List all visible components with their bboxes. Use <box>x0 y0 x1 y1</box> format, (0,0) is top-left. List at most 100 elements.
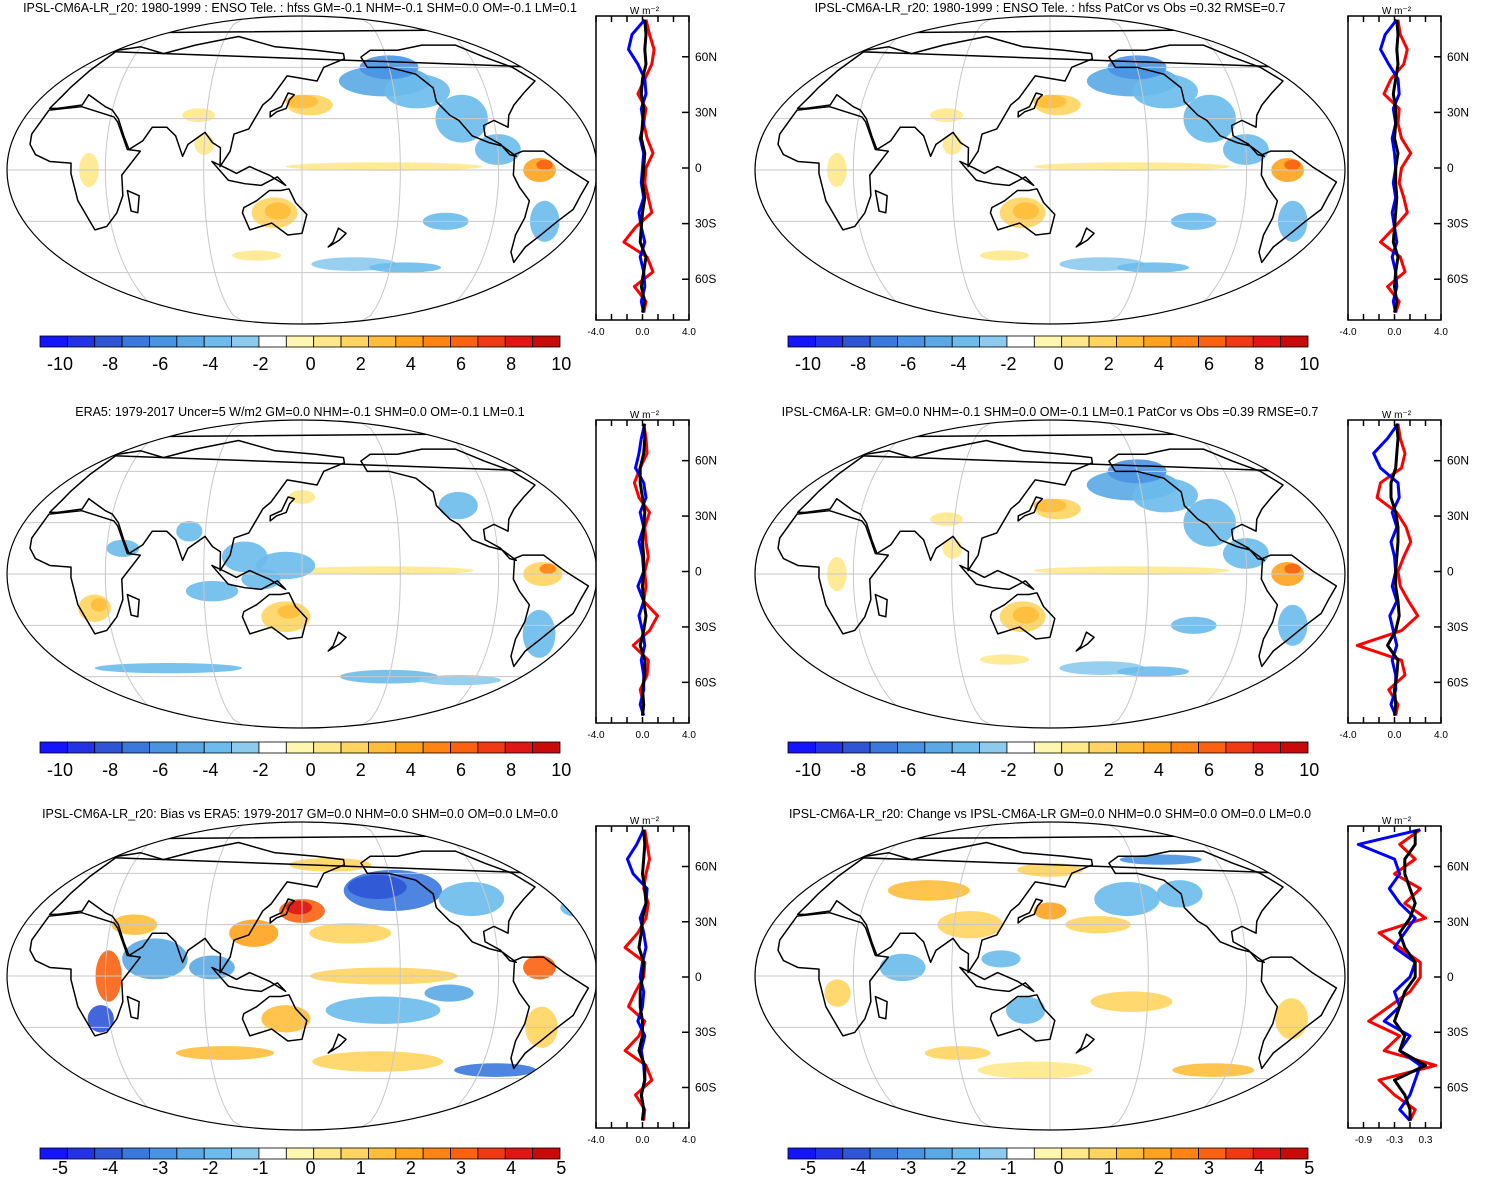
anomaly-patch <box>438 491 478 520</box>
colorbar-swatch <box>149 335 178 348</box>
anomaly-patch <box>1116 262 1190 273</box>
anomaly-patch <box>309 922 392 944</box>
colorbar-swatch <box>787 741 816 754</box>
longitude-gridline <box>203 420 249 728</box>
x-tick-label: 0.0 <box>1388 730 1402 741</box>
anomaly-patch <box>1033 162 1231 171</box>
colorbar-swatch <box>368 1147 397 1160</box>
longitude-gridline <box>203 822 249 1130</box>
colorbar-label: 2 <box>1104 354 1114 374</box>
blue-series-line <box>1356 828 1422 1122</box>
coastline <box>269 92 296 118</box>
colorbar-6: -5 -4 -3 -2 -1 0 1 2 3 4 5 <box>787 1147 1314 1178</box>
anomaly-patch <box>879 953 926 982</box>
colorbar-swatch <box>231 335 260 348</box>
coastline <box>510 956 590 1070</box>
x-tick-label: -0.9 <box>1355 1135 1373 1146</box>
x-tick-label: -4.0 <box>1339 730 1357 741</box>
zonal-unit-label: W m⁻² <box>630 816 660 827</box>
colorbar-swatch <box>869 741 898 754</box>
colorbar-swatch <box>1116 1147 1145 1160</box>
coastline <box>327 631 347 652</box>
coastline <box>1075 1033 1095 1054</box>
colorbar-swatch <box>951 335 980 348</box>
anomaly-patch <box>1006 996 1046 1024</box>
longitude-gridline <box>951 822 997 1130</box>
black-series-line <box>637 829 648 1121</box>
lat-tick-label: 0 <box>1447 565 1454 579</box>
colorbar-swatch <box>1116 335 1145 348</box>
colorbar-swatch <box>39 741 68 754</box>
coastline <box>1108 448 1284 562</box>
longitude-gridline <box>1158 822 1248 1130</box>
coastline <box>327 227 347 248</box>
longitude-gridline <box>203 16 249 324</box>
coastline <box>360 850 536 964</box>
anomaly-patch <box>347 875 407 899</box>
anomaly-patch <box>90 597 108 612</box>
colorbar-swatch <box>477 335 506 348</box>
colorbar-label: -1 <box>1001 1158 1017 1178</box>
colorbar-label: -10 <box>795 354 821 374</box>
coastline <box>1075 631 1095 652</box>
coastline <box>959 160 1035 187</box>
coastline <box>874 189 888 214</box>
lat-tick-label: 30S <box>695 1025 716 1039</box>
anomaly-patch <box>523 955 556 980</box>
colorbar-swatch <box>340 741 369 754</box>
longitude-gridline <box>1158 16 1248 324</box>
colorbar-swatch <box>258 335 287 348</box>
colorbar-label: -10 <box>47 354 73 374</box>
coastline <box>989 994 1056 1042</box>
map-panel-6 <box>754 821 1346 1131</box>
colorbar-swatch <box>368 741 397 754</box>
colorbar-label: 2 <box>406 1158 416 1178</box>
coastline <box>874 593 888 618</box>
lat-tick-label: 30N <box>1447 915 1469 929</box>
lat-tick-label: 30S <box>695 620 716 634</box>
anomaly-patch <box>176 520 203 542</box>
colorbar-swatch <box>368 335 397 348</box>
anomaly-patch <box>293 566 475 575</box>
zonal-mean-panel-3: W m⁻² 60N 30N 0 30S 60S -4.0 0.0 4.0 <box>587 410 717 741</box>
coastline <box>126 189 140 214</box>
colorbar-swatch <box>924 1147 953 1160</box>
colorbar-swatch <box>1033 741 1063 754</box>
x-tick-label: 4.0 <box>682 327 696 338</box>
colorbar-swatch <box>313 741 342 754</box>
lat-tick-label: 60N <box>1447 860 1469 874</box>
zonal-unit-label: W m⁻² <box>1382 816 1412 827</box>
coastline <box>1017 898 1044 924</box>
colorbar-label: -4 <box>950 760 966 780</box>
colorbar-label: 4 <box>1154 354 1164 374</box>
anomaly-patch <box>175 1046 275 1060</box>
colorbar-swatch <box>285 335 315 348</box>
colorbar-label: -8 <box>850 760 866 780</box>
anomaly-patch <box>384 74 450 109</box>
anomaly-patch <box>1284 563 1301 574</box>
colorbar-label: 2 <box>356 760 366 780</box>
anomaly-patch <box>1094 881 1160 917</box>
colorbar-label: 2 <box>356 354 366 374</box>
colorbar-label: -5 <box>52 1158 68 1178</box>
colorbar-swatch <box>842 741 871 754</box>
lat-tick-label: 30N <box>695 105 717 119</box>
x-tick-label: -4.0 <box>587 730 605 741</box>
lat-tick-label: 60S <box>1447 675 1468 689</box>
lat-tick-label: 0 <box>1447 970 1454 984</box>
panel-title: IPSL-CM6A-LR_r20: Change vs IPSL-CM6A-LR… <box>789 807 1311 821</box>
colorbar-swatch <box>477 741 506 754</box>
colorbar-swatch <box>176 741 205 754</box>
colorbar-swatch <box>66 335 96 348</box>
anomaly-patch <box>930 108 963 123</box>
colorbar-swatch <box>121 335 150 348</box>
anomaly-patch <box>94 662 243 674</box>
colorbar-swatch <box>313 335 342 348</box>
colorbar-swatch <box>66 1147 96 1160</box>
coastline <box>777 911 890 1037</box>
colorbar-label: -10 <box>795 760 821 780</box>
colorbar-swatch <box>422 1147 451 1160</box>
anomaly-patch <box>277 604 301 619</box>
colorbar-swatch <box>477 1147 506 1160</box>
